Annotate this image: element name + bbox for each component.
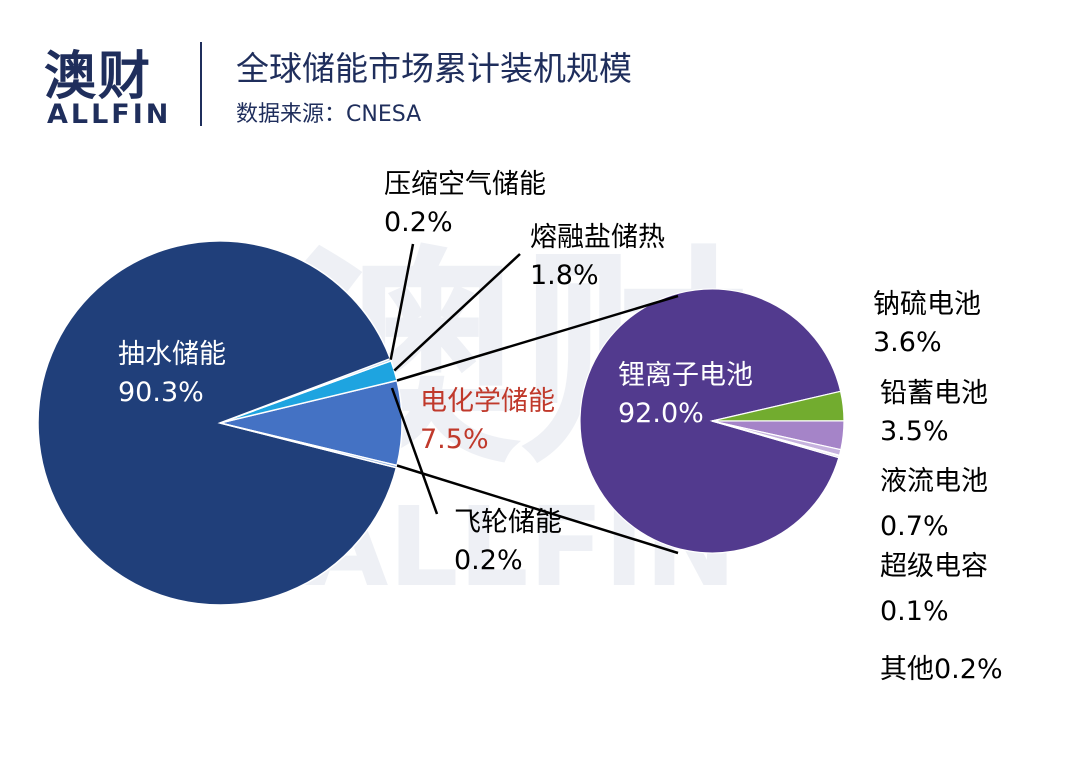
label-pumped-storage-value: 90.3%	[118, 377, 204, 408]
label-sodium-sulfur-value: 3.6%	[873, 327, 942, 358]
leader-molten-salt	[393, 253, 521, 372]
connector-top	[396, 294, 679, 382]
label-flywheel-name: 飞轮储能	[454, 507, 562, 538]
label-compressed-air-name: 压缩空气储能	[384, 169, 546, 200]
connector-bottom	[396, 464, 679, 555]
label-other-name: 其他0.2%	[880, 654, 1003, 685]
label-supercapacitor-pct-name: 0.1%	[880, 596, 949, 627]
label-lithium-ion-name: 锂离子电池	[618, 360, 753, 391]
logo-cn: 澳财	[44, 47, 153, 107]
label-flow-battery-pct-name: 0.7%	[880, 511, 949, 542]
label-supercapacitor-name: 超级电容	[880, 551, 988, 582]
label-sodium-sulfur-name: 钠硫电池	[873, 289, 981, 320]
data-source: 数据来源：CNESA	[236, 102, 422, 127]
pie-slice-lithium-ion	[579, 288, 842, 554]
logo-en: ALLFIN	[47, 99, 172, 130]
pie-slice-other	[711, 420, 840, 459]
sub-pie	[579, 288, 845, 554]
label-compressed-air-value: 0.2%	[384, 207, 453, 238]
pie-slice-pumped-storage	[37, 240, 398, 606]
leader-flywheel	[390, 387, 439, 515]
page-title: 全球储能市场累计装机规模	[236, 49, 632, 88]
label-electrochemical-value: 7.5%	[420, 424, 489, 455]
label-electrochemical-name: 电化学储能	[420, 386, 555, 417]
label-flywheel-value: 0.2%	[454, 545, 523, 576]
label-flow-battery-name: 液流电池	[880, 466, 988, 497]
label-molten-salt-name: 熔融盐储热	[530, 222, 665, 253]
main-pie	[37, 240, 403, 606]
label-lead-acid-name: 铅蓄电池	[880, 378, 988, 409]
label-lithium-ion-value: 92.0%	[618, 398, 704, 429]
leader-compressed-air	[389, 243, 415, 360]
header-divider	[200, 42, 202, 126]
label-pumped-storage-name: 抽水储能	[118, 339, 226, 370]
label-molten-salt-value: 1.8%	[530, 260, 599, 291]
slice-labels: 抽水储能 90.3% 压缩空气储能 0.2% 熔融盐储热 1.8% 电化学储能 7.5% 飞轮储…	[118, 169, 1003, 685]
label-lead-acid-value: 3.5%	[880, 416, 949, 447]
connector-lines	[389, 243, 679, 555]
